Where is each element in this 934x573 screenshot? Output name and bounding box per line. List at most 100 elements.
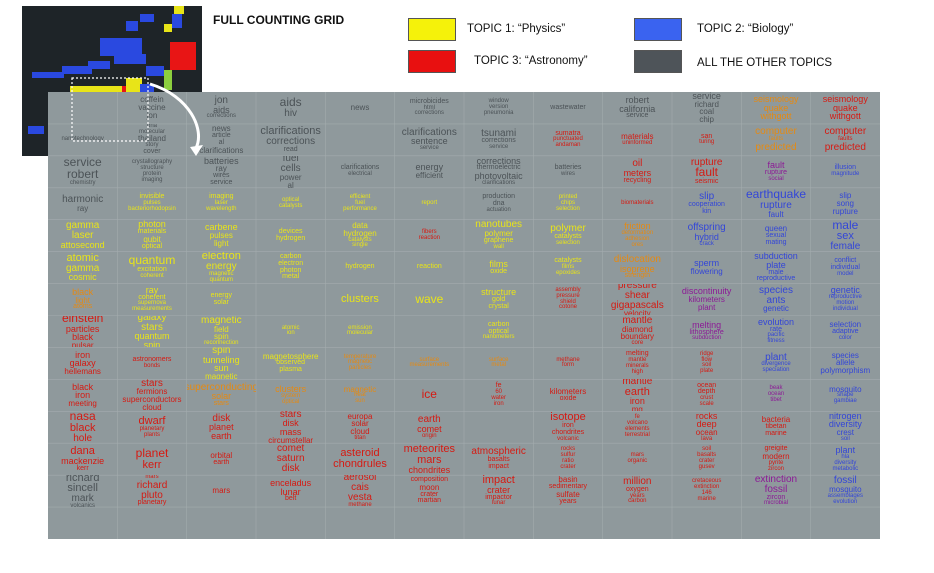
grid-cell: hydrogen <box>325 252 394 284</box>
cell-word: form <box>561 362 574 369</box>
cell-word: 60 <box>495 388 502 395</box>
grid-cell: nitrogen diversity crest soil <box>811 411 880 443</box>
cell-word: titan <box>354 435 366 442</box>
cell-word: selection <box>829 320 862 330</box>
grid-cell: coffein vaccine jon <box>117 92 186 124</box>
grid-cell: window version pneumonia <box>464 92 533 124</box>
grid-cell: kilometers oxide <box>533 379 602 411</box>
cell-word: richard <box>694 99 719 109</box>
grid-cell: service richard coal chip <box>672 92 741 124</box>
grid-cell: temperature magnetic particles <box>325 347 394 379</box>
legend-swatch-other <box>634 50 682 73</box>
grid-cell: mantle diamond boundary core <box>603 316 672 348</box>
minimap-block <box>100 38 142 56</box>
cell-word: stars <box>279 411 302 420</box>
cell-word: temperature <box>343 353 377 360</box>
cell-word: photon <box>279 266 302 274</box>
cell-word: lava <box>701 436 713 443</box>
cell-word: imaging <box>141 176 163 183</box>
cell-word: origin <box>421 432 437 439</box>
grid-cell: offspring hybrid crack <box>672 220 741 252</box>
cell-word: crust <box>700 395 714 402</box>
grid-cell: clusters system optical <box>256 379 325 411</box>
grid-cell: slip song rupture <box>811 188 880 220</box>
cell-word: energy <box>210 291 233 299</box>
cell-word: evolution <box>757 316 794 327</box>
grid-cell: clarifications sentence service <box>395 124 464 156</box>
cell-word: organic <box>627 458 648 465</box>
cell-word: carbene <box>205 222 238 233</box>
grid-cell: soil basalts crater gusev <box>672 443 741 475</box>
cell-word: male <box>832 219 859 232</box>
cell-word: polymorphism <box>820 366 871 376</box>
cell-word: emission <box>348 324 372 331</box>
cell-word: discontinuity <box>681 286 732 297</box>
grid-cell: batteries ray wires service <box>187 156 256 188</box>
cell-word: data <box>352 220 368 230</box>
cell-word: plate <box>700 368 714 375</box>
grid-cell: superconducting solar stars <box>187 379 256 411</box>
cell-word: pluto <box>141 489 163 501</box>
cell-word: hydrogen <box>276 234 306 242</box>
cell-word: clarifications <box>199 145 244 155</box>
cell-word: volcano <box>626 420 648 427</box>
cell-word: clarifications <box>260 125 321 138</box>
cell-word: structure <box>481 287 517 298</box>
cell-word: vesta <box>348 492 372 504</box>
cell-word: chemistry <box>69 179 96 186</box>
cell-word: marine <box>765 430 787 438</box>
cell-word: single <box>352 242 368 249</box>
legend-swatch-physics <box>408 18 456 41</box>
cell-word: model <box>837 270 854 277</box>
cell-word: power <box>279 172 302 182</box>
grid-cell: rocks deep ocean lava <box>672 411 741 443</box>
cell-word: mating <box>765 238 787 246</box>
grid-cell: nanotechnology <box>48 124 117 156</box>
grid-cell: emission molecular <box>325 316 394 348</box>
cell-word: uninformed <box>622 139 653 146</box>
cell-word: extinction <box>754 475 798 485</box>
grid-cell: conflict individual model <box>811 252 880 284</box>
cell-word: clarifications <box>401 126 457 138</box>
cell-word: nasa <box>69 411 96 424</box>
cell-word: melting <box>692 319 722 330</box>
cell-word: bacteria <box>761 415 791 425</box>
cell-word: nanotechnology <box>61 135 104 142</box>
cell-word: composition <box>410 475 448 483</box>
grid-cell: dana mackenzie kerr <box>48 443 117 475</box>
grid-cell: spin tunneling sun magnetic <box>187 347 256 379</box>
grid-cell: genetic reproductive motion individual <box>811 284 880 316</box>
grid-cell: mosquito shape gambiae <box>811 379 880 411</box>
grid-cell: richard sincell mark volcanics <box>48 475 117 507</box>
grid-cell: harmonic ray <box>48 188 117 220</box>
grid-cell: planet kerr <box>117 443 186 475</box>
grid-cell: aerosol cais vesta methane <box>325 475 394 507</box>
cell-word: years <box>629 492 645 499</box>
grid-cell: species allele polymorphism <box>811 347 880 379</box>
grid-cell: mars <box>187 475 256 507</box>
grid-cell: reaction <box>395 252 464 284</box>
grid-cell: asteroid chondrules <box>325 443 394 475</box>
cell-word: disk <box>212 412 231 424</box>
cell-word: 146 <box>701 490 712 497</box>
cell-word: strength <box>624 272 650 280</box>
cell-word: biomaterials <box>621 199 654 206</box>
grid-cell: discontinuity kilometers plant <box>672 284 741 316</box>
cell-word: reproductive <box>828 294 862 301</box>
cell-word: ants <box>766 294 786 306</box>
cell-word: color <box>838 334 852 341</box>
cell-word: diamond <box>621 324 653 334</box>
cell-word: hiv <box>284 107 298 119</box>
cell-word: california <box>619 103 656 114</box>
legend-label-astronomy: TOPIC 3: “Astronomy” <box>474 55 588 67</box>
cell-word: dwarf <box>138 414 166 427</box>
grid-cell: fuel cells power al <box>256 156 325 188</box>
cell-word: rupture <box>760 199 792 211</box>
grid-cell <box>741 507 810 539</box>
cell-word: microbicides <box>409 97 449 105</box>
cell-word: pressure <box>617 283 657 291</box>
cell-word: protein <box>142 170 162 177</box>
cell-word: efficient <box>349 193 371 200</box>
cell-word: rupture <box>690 156 723 168</box>
grid-cell: ice <box>395 379 464 411</box>
